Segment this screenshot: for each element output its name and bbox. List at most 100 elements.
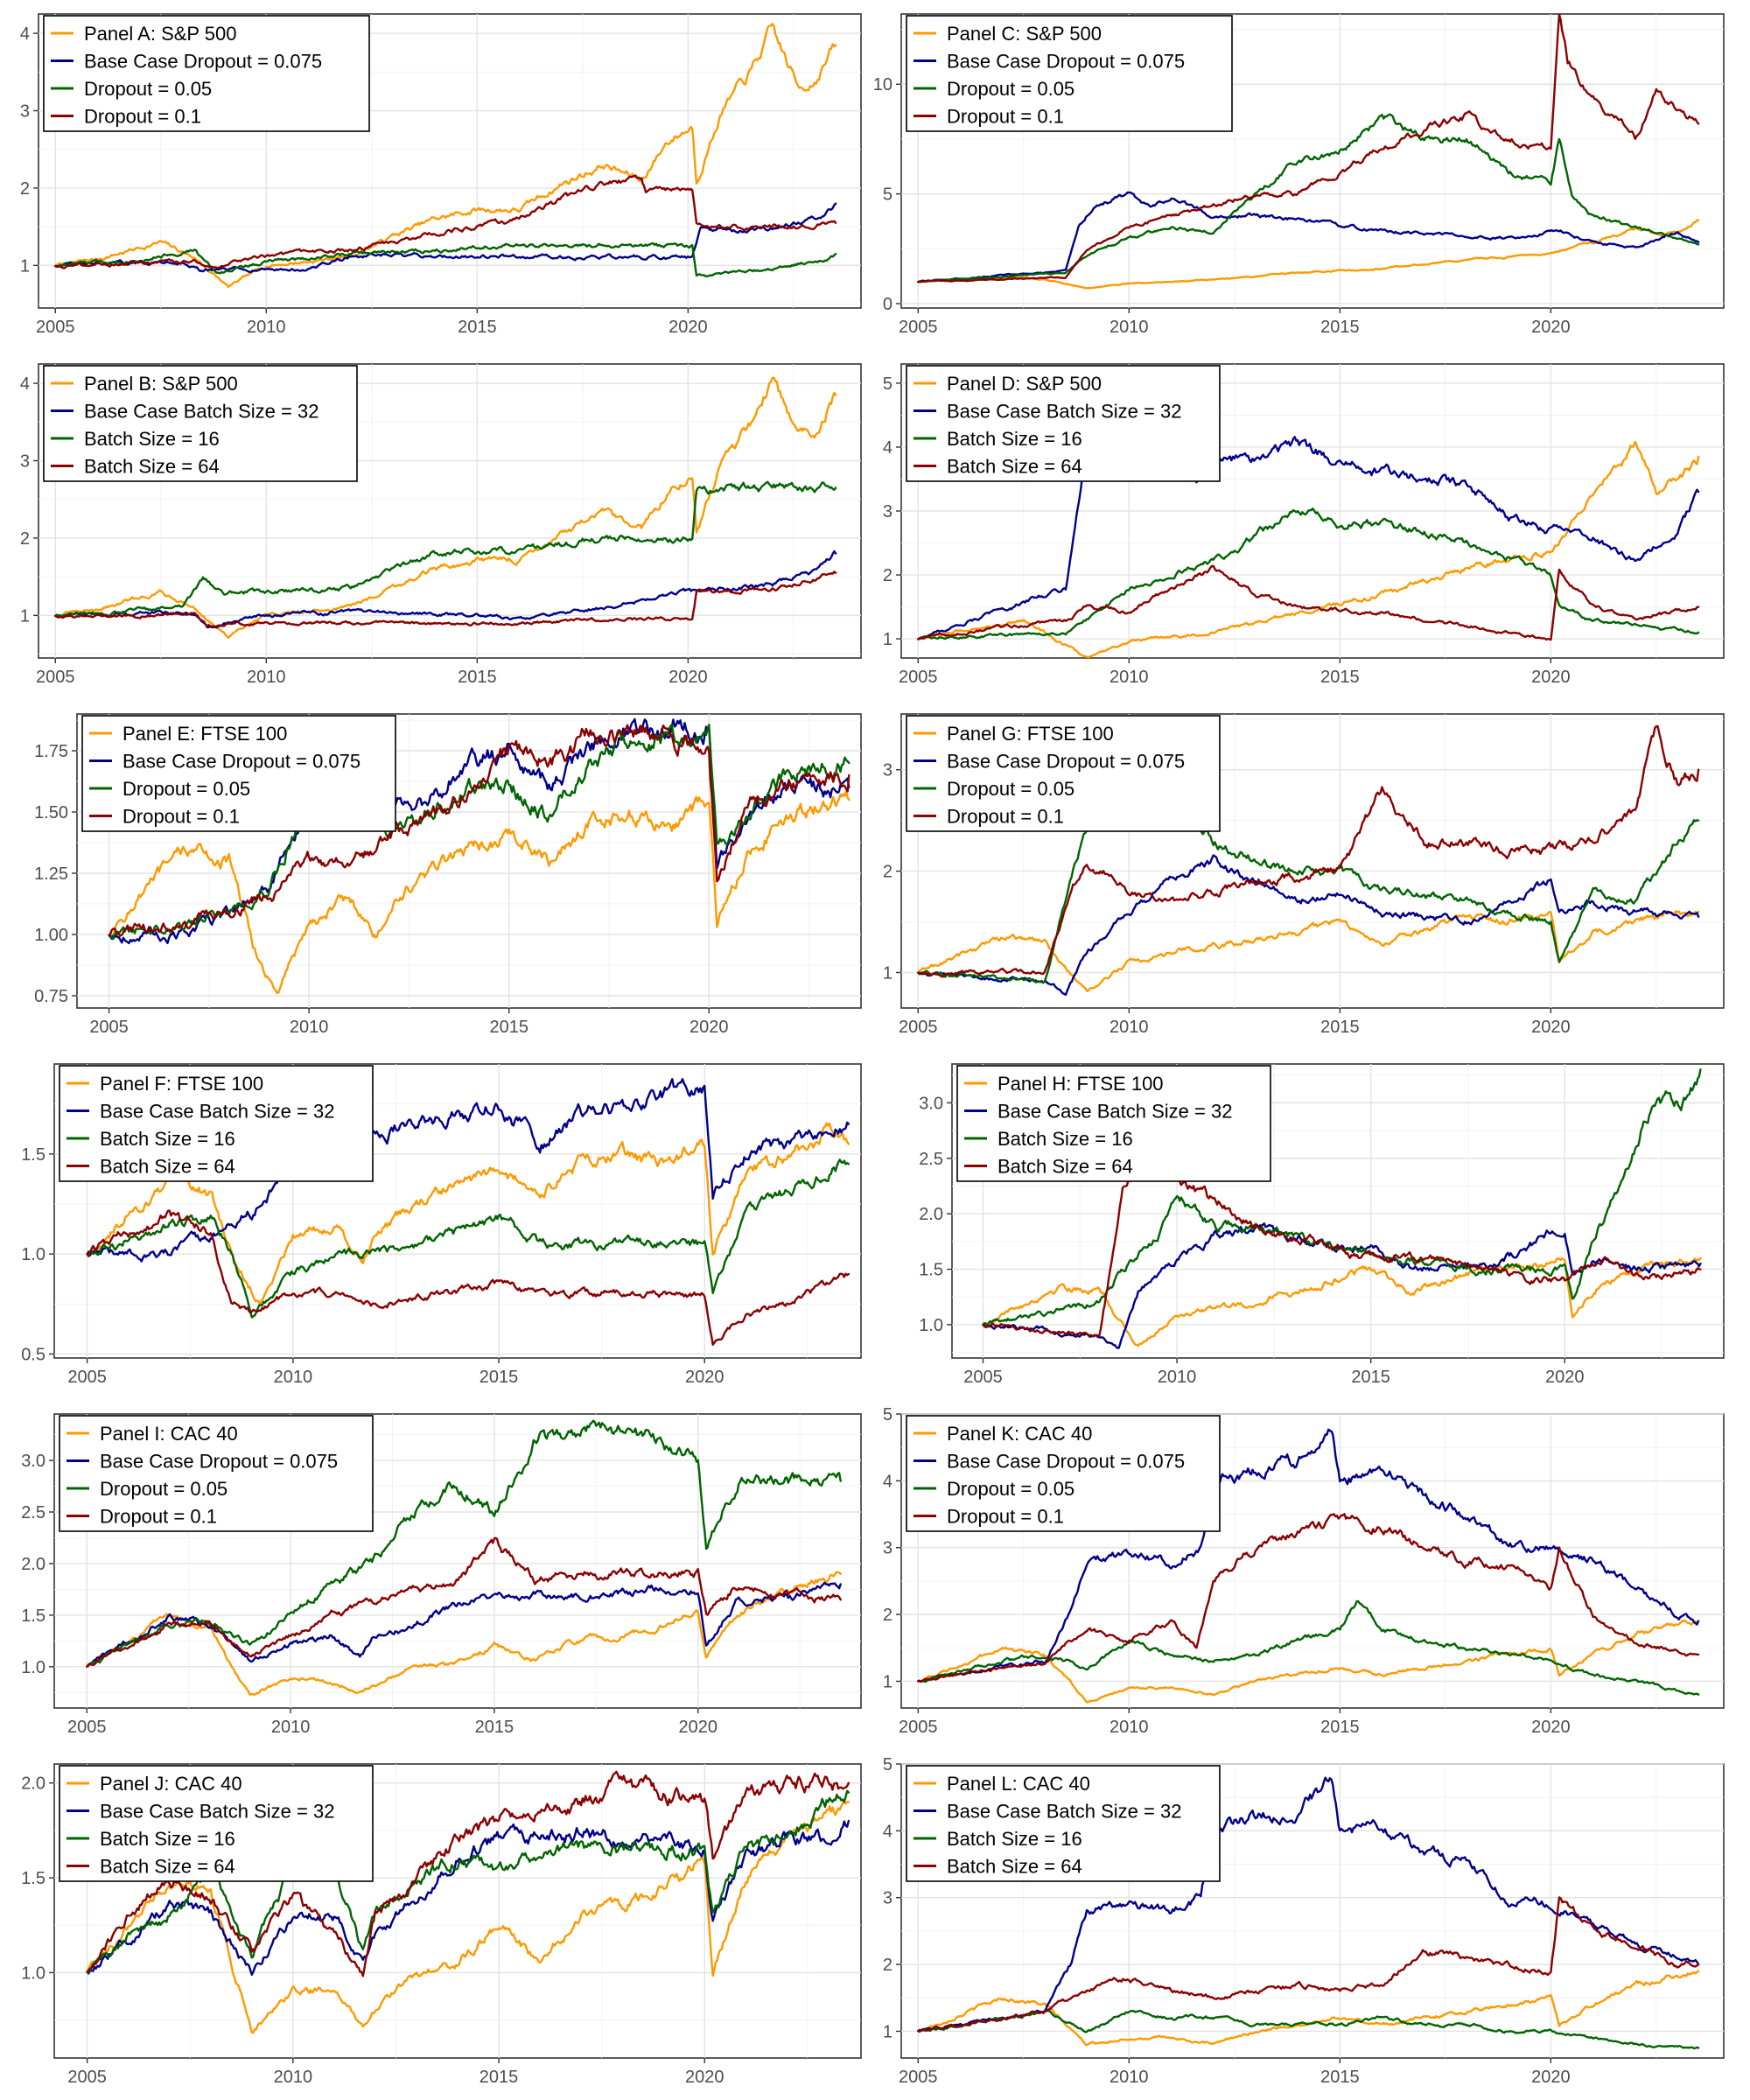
- panel-J: 2005 2010 2015 2020 1.0 1.5 2.0 Panel J: CAC 40…: [21, 1763, 862, 2087]
- legend-label: Batch Size = 16: [100, 1128, 235, 1150]
- y-tick-label: 2.0: [919, 1205, 943, 1224]
- x-tick-label: 2015: [1351, 1368, 1390, 1387]
- x-tick-label: 2020: [685, 1368, 724, 1387]
- legend-label: Batch Size = 64: [947, 456, 1082, 478]
- legend: [59, 1415, 374, 1532]
- series-line-green: [108, 724, 850, 941]
- legend: [906, 365, 1221, 482]
- y-tick-label: 0.5: [21, 1345, 46, 1364]
- y-tick-label: 4: [883, 1472, 892, 1491]
- legend-label: Base Case Batch Size = 32: [947, 401, 1181, 423]
- x-tick-label: 2010: [1110, 2068, 1149, 2087]
- x-tick-label: 2010: [274, 1368, 313, 1387]
- y-tick-label: 1: [883, 2022, 892, 2041]
- legend-label: Dropout = 0.1: [84, 106, 201, 128]
- panel-D: 2005 2010 2015 2020 1 2 3 4 5 Panel D: S&P 500 Bas…: [883, 363, 1725, 687]
- y-tick-label: 1.5: [21, 1145, 46, 1165]
- legend-label: Panel D: S&P 500: [947, 373, 1102, 395]
- series-line-green: [917, 508, 1700, 640]
- y-tick-label: 1.0: [21, 1658, 46, 1677]
- y-tick-label: 1.5: [919, 1261, 943, 1280]
- series-line-green: [54, 242, 837, 277]
- series-line-base: [917, 1428, 1700, 1683]
- x-tick-label: 2015: [480, 2068, 519, 2087]
- y-tick-label: 4: [883, 438, 892, 458]
- series-group: [917, 14, 1700, 290]
- legend-label: Base Case Dropout = 0.075: [947, 1451, 1185, 1473]
- series-line-base: [917, 854, 1700, 996]
- legend: [81, 715, 396, 832]
- y-tick-label: 4: [20, 374, 30, 394]
- legend-label: Batch Size = 64: [947, 1856, 1082, 1878]
- x-tick-label: 2015: [1320, 318, 1360, 337]
- legend-label: Dropout = 0.1: [947, 1506, 1064, 1528]
- series-line-base: [86, 1819, 850, 1976]
- legend-label: Base Case Batch Size = 32: [998, 1101, 1232, 1123]
- y-tick-label: 2.0: [21, 1555, 46, 1574]
- legend-label: Base Case Dropout = 0.075: [84, 51, 322, 73]
- legend-label: Panel L: CAC 40: [947, 1773, 1090, 1795]
- legend-label: Base Case Dropout = 0.075: [947, 51, 1185, 73]
- x-tick-label: 2020: [690, 1018, 729, 1037]
- x-tick-label: 2010: [271, 1718, 311, 1737]
- x-tick-label: 2010: [290, 1018, 329, 1037]
- legend-label: Dropout = 0.05: [122, 778, 250, 800]
- x-tick-label: 2010: [1110, 668, 1149, 687]
- series-line-red: [917, 1513, 1700, 1683]
- series-line-red: [917, 14, 1700, 284]
- y-tick-label: 4: [883, 1822, 892, 1841]
- legend-label: Dropout = 0.05: [947, 78, 1074, 100]
- series-line-sp: [982, 1256, 1702, 1348]
- legend-label: Batch Size = 16: [998, 1128, 1133, 1150]
- legend: [906, 15, 1233, 132]
- x-tick-label: 2010: [247, 668, 286, 687]
- series-line-sp: [54, 23, 837, 289]
- y-tick-label: 0: [883, 295, 892, 314]
- x-tick-label: 2005: [67, 2068, 107, 2087]
- series-group: [86, 1419, 842, 1696]
- series-line-base: [917, 377, 1700, 640]
- y-tick-label: 3: [883, 761, 892, 780]
- y-tick-label: 1: [883, 630, 892, 649]
- legend-label: Batch Size = 16: [947, 428, 1082, 450]
- y-tick-label: 2: [20, 179, 30, 199]
- panel-K: 2005 2010 2015 2020 1 2 3 4 5 Panel K: CAC 40 Base…: [883, 1405, 1725, 1737]
- series-line-base: [54, 202, 837, 274]
- legend-label: Panel H: FTSE 100: [998, 1073, 1164, 1095]
- x-tick-label: 2020: [1531, 1718, 1571, 1737]
- legend-label: Batch Size = 64: [100, 1156, 235, 1178]
- x-tick-label: 2005: [36, 318, 75, 337]
- x-tick-label: 2020: [668, 318, 708, 337]
- y-tick-label: 0.75: [34, 987, 68, 1006]
- legend-label: Dropout = 0.1: [122, 806, 240, 828]
- y-tick-label: 1.75: [34, 742, 68, 761]
- series-line-red: [917, 724, 1700, 978]
- legend-label: Batch Size = 16: [100, 1828, 235, 1850]
- legend: [906, 1415, 1221, 1532]
- x-tick-label: 2015: [1320, 1718, 1360, 1737]
- x-tick-label: 2005: [67, 1718, 107, 1737]
- y-tick-label: 1: [883, 963, 892, 983]
- y-tick-label: 10: [873, 75, 892, 94]
- legend: [906, 715, 1221, 832]
- y-tick-label: 2: [883, 863, 892, 882]
- x-tick-label: 2020: [678, 1718, 718, 1737]
- x-tick-label: 2020: [1531, 1018, 1571, 1037]
- x-tick-label: 2005: [89, 1018, 129, 1037]
- x-tick-label: 2005: [899, 2068, 938, 2087]
- panel-G: 2005 2010 2015 2020 1 2 3 Panel G: FTSE 100 Base…: [883, 713, 1725, 1037]
- legend-label: Batch Size = 64: [84, 456, 220, 478]
- legend-label: Base Case Dropout = 0.075: [947, 751, 1185, 773]
- y-tick-label: 2.0: [21, 1774, 46, 1794]
- y-tick-label: 1.0: [21, 1245, 46, 1264]
- legend-label: Base Case Batch Size = 32: [947, 1801, 1181, 1823]
- legend-label: Batch Size = 64: [998, 1156, 1133, 1178]
- legend-label: Panel A: S&P 500: [84, 23, 237, 45]
- series-line-red: [917, 564, 1700, 641]
- x-tick-label: 2010: [274, 2068, 313, 2087]
- legend-label: Panel I: CAC 40: [100, 1423, 238, 1445]
- legend-label: Base Case Dropout = 0.075: [122, 751, 360, 773]
- x-tick-label: 2010: [1110, 1718, 1149, 1737]
- y-tick-label: 3.0: [21, 1452, 46, 1471]
- legend: [59, 1065, 374, 1182]
